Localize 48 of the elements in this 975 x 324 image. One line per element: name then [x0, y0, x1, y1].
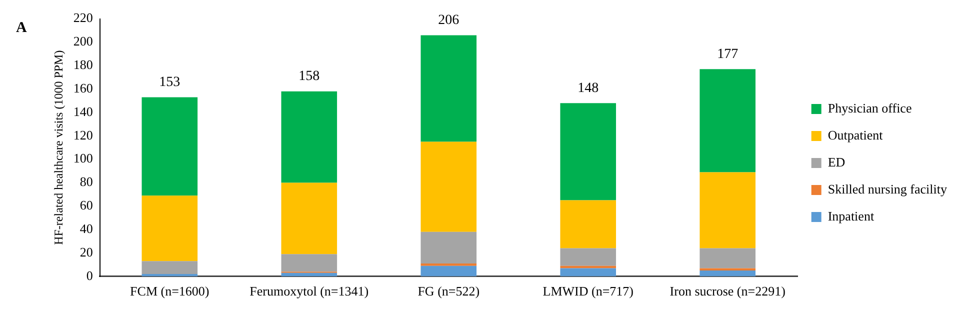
- y-tick-label: 200: [73, 34, 93, 49]
- legend-label: Inpatient: [828, 208, 874, 224]
- bar: [142, 97, 198, 196]
- bar: [420, 35, 477, 142]
- x-tick-label: Ferumoxytol (n=1341): [250, 284, 369, 299]
- y-tick-label: 140: [73, 104, 93, 119]
- bar: [281, 91, 338, 183]
- bar: [700, 268, 756, 271]
- bar: [560, 268, 616, 276]
- bar: [142, 261, 198, 274]
- y-tick-label: 40: [80, 220, 93, 236]
- bar: [560, 248, 616, 266]
- x-tick-label: Iron sucrose (n=2291): [670, 284, 786, 299]
- text: A: [16, 20, 27, 37]
- bar: [281, 254, 338, 272]
- total-label: 158: [298, 69, 320, 84]
- y-tick-label: 120: [73, 127, 93, 142]
- bar: [560, 200, 616, 248]
- bar: [700, 69, 756, 172]
- bar: [281, 182, 338, 254]
- legend-label: ED: [828, 154, 846, 170]
- y-tick-label: 160: [73, 80, 93, 96]
- y-tick-label: 100: [73, 150, 93, 166]
- bar: [560, 103, 616, 200]
- legend-label: Physician office: [828, 100, 912, 116]
- legend-label: Skilled nursing facility: [828, 181, 948, 196]
- bar: [420, 232, 477, 264]
- legend-label: Outpatient: [828, 127, 884, 142]
- x-tick-label: LMWID (n=717): [542, 284, 634, 299]
- bar: [700, 270, 756, 276]
- y-tick-label: 0: [86, 268, 93, 283]
- y-tick-label: 60: [80, 198, 93, 213]
- total-label: 206: [438, 12, 460, 28]
- bar: [700, 248, 756, 268]
- y-axis-title: HF-related healthcare visits (1000 PPM): [51, 50, 66, 245]
- x-tick-label: FCM (n=1600): [130, 284, 210, 299]
- y-tick-label: 80: [80, 174, 93, 190]
- bar: [142, 196, 198, 262]
- bar: [700, 172, 756, 248]
- total-label: 148: [578, 80, 599, 96]
- total-label: 153: [159, 74, 180, 90]
- y-tick-label: 180: [73, 57, 93, 72]
- bar: [420, 266, 477, 276]
- y-tick-label: 220: [73, 10, 93, 26]
- bar: [420, 142, 477, 232]
- y-tick-label: 20: [80, 244, 93, 260]
- x-tick-label: FG (n=522): [418, 284, 480, 299]
- total-label: 177: [717, 46, 738, 62]
